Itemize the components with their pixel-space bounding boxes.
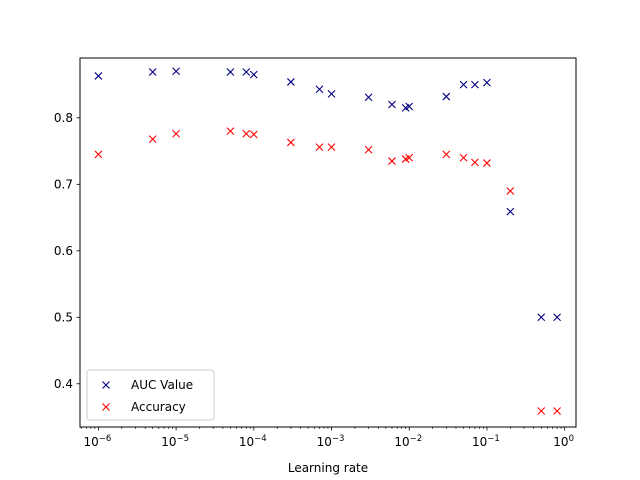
plot-frame xyxy=(79,57,577,428)
y-tick-label: 0.5 xyxy=(54,310,73,324)
legend-box xyxy=(86,369,215,421)
data-point xyxy=(249,70,258,79)
data-point xyxy=(226,127,235,136)
x-axis-label: Learning rate xyxy=(288,461,368,475)
y-tick-label: 0.8 xyxy=(54,111,73,125)
data-point xyxy=(405,153,414,162)
y-tick-label: 0.6 xyxy=(54,244,73,258)
legend-marker xyxy=(102,381,110,389)
plot-background xyxy=(80,58,576,427)
data-point xyxy=(442,150,451,159)
data-point xyxy=(94,150,103,159)
data-point xyxy=(364,145,373,154)
legend-entry: AUC Value xyxy=(102,378,193,392)
data-marks xyxy=(94,67,562,415)
legend-label: Accuracy xyxy=(131,400,186,414)
data-point xyxy=(249,130,258,139)
x-axis-ticks: 10−6 10−5 10−4 10−3 10−2 10−1 100 xyxy=(80,427,574,449)
data-point xyxy=(506,187,515,195)
legend-label: AUC Value xyxy=(131,378,193,392)
y-axis-ticks: 0.4 0.5 0.6 0.7 0.8 xyxy=(54,111,80,391)
data-point xyxy=(148,135,157,144)
data-point xyxy=(506,207,515,216)
data-point xyxy=(286,138,295,147)
data-point xyxy=(226,68,235,76)
data-point xyxy=(483,159,491,167)
data-point xyxy=(148,68,157,76)
legend-entry: Accuracy xyxy=(102,400,186,414)
data-point xyxy=(364,93,373,102)
data-point xyxy=(388,100,396,109)
data-point xyxy=(242,68,251,76)
data-point xyxy=(471,158,479,167)
data-point xyxy=(459,80,468,89)
legend-entries: AUC Value Accuracy xyxy=(102,378,193,414)
x-tick-label: 10−6 xyxy=(83,434,111,449)
x-tick-label: 10−2 xyxy=(394,434,422,449)
data-point xyxy=(327,90,336,98)
data-point xyxy=(315,85,324,94)
y-tick-label: 0.4 xyxy=(54,377,73,391)
legend-marker xyxy=(102,403,110,411)
data-point xyxy=(327,143,336,151)
data-point xyxy=(405,102,414,111)
data-point xyxy=(242,129,251,138)
data-point xyxy=(172,67,180,76)
data-point xyxy=(172,129,180,138)
x-tick-label: 10−3 xyxy=(317,434,345,449)
data-point xyxy=(553,313,562,322)
y-tick-label: 0.7 xyxy=(54,177,73,191)
legend: AUC Value Accuracy xyxy=(86,369,215,421)
x-tick-label: 10−4 xyxy=(239,434,267,449)
series-auc-value xyxy=(94,67,562,322)
x-tick-label: 10−1 xyxy=(472,434,500,449)
x-tick-label: 10−5 xyxy=(161,434,189,449)
data-point xyxy=(553,407,562,415)
x-tick-label: 100 xyxy=(553,434,574,449)
data-point xyxy=(442,92,451,101)
data-point xyxy=(483,78,491,87)
data-point xyxy=(315,143,324,151)
data-point xyxy=(459,153,468,162)
series-accuracy xyxy=(94,127,562,415)
data-point xyxy=(388,157,396,165)
data-point xyxy=(471,80,479,89)
data-point xyxy=(537,407,546,415)
data-point xyxy=(286,78,295,86)
data-point xyxy=(94,72,103,80)
data-point xyxy=(537,313,546,322)
